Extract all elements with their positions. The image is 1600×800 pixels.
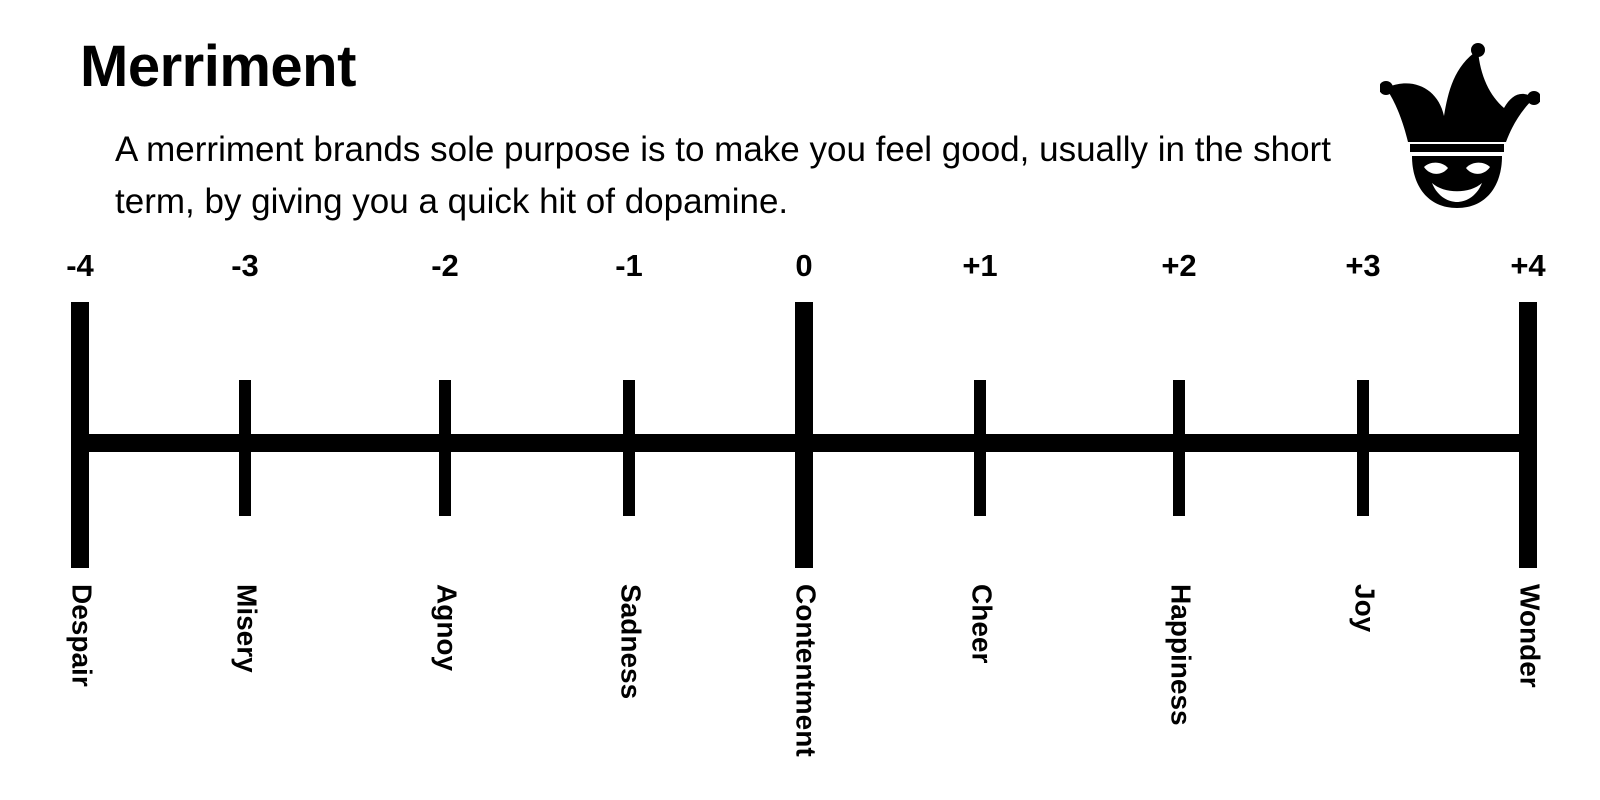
scale-value-despair: -4 xyxy=(66,248,94,283)
scale-label-sadness: Sadness xyxy=(616,584,647,699)
page-description: A merriment brands sole purpose is to ma… xyxy=(115,130,1331,221)
scale-tick-wonder xyxy=(1519,302,1537,568)
page-title: Merriment xyxy=(80,34,356,99)
scale-tick-sadness xyxy=(623,380,635,516)
scale-label-happiness: Happiness xyxy=(1166,584,1197,726)
scale-tick-happiness xyxy=(1173,380,1185,516)
scale-label-misery: Misery xyxy=(232,584,263,673)
scale-value-joy: +3 xyxy=(1345,248,1380,283)
scale-label-contentment: Contentment xyxy=(791,584,822,757)
scale-value-wonder: +4 xyxy=(1510,248,1546,283)
scale-value-contentment: 0 xyxy=(795,248,812,283)
scale-label-cheer: Cheer xyxy=(967,584,998,663)
scale-tick-misery xyxy=(239,380,251,516)
scale-value-sadness: -1 xyxy=(615,248,643,283)
scale-tick-contentment xyxy=(795,302,813,568)
scale-label-wonder: Wonder xyxy=(1515,584,1546,688)
scale-tick-despair xyxy=(71,302,89,568)
scale-tick-joy xyxy=(1357,380,1369,516)
scale-value-happiness: +2 xyxy=(1161,248,1196,283)
scale-label-joy: Joy xyxy=(1350,584,1381,633)
scale-tick-agnoy xyxy=(439,380,451,516)
scale-value-cheer: +1 xyxy=(962,248,997,283)
scale-label-despair: Despair xyxy=(67,584,98,687)
scale-value-agnoy: -2 xyxy=(431,248,459,283)
scale-value-misery: -3 xyxy=(231,248,259,283)
scale-tick-cheer xyxy=(974,380,986,516)
scale-label-agnoy: Agnoy xyxy=(432,584,463,672)
jester-mask-icon xyxy=(1380,43,1540,208)
